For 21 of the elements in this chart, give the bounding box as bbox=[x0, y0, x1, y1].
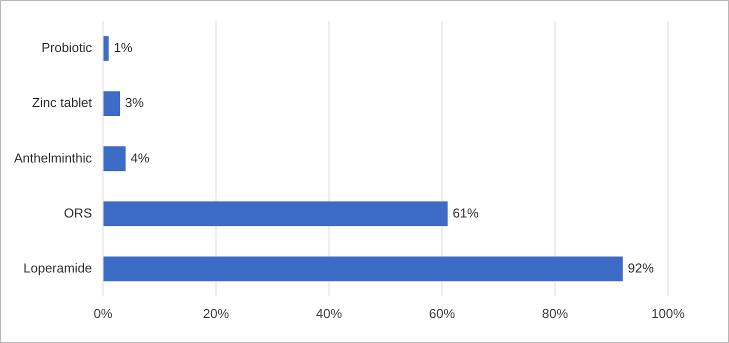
data-label: 61% bbox=[452, 205, 480, 220]
y-tick-label: ORS bbox=[64, 205, 92, 220]
x-tick-label: 20% bbox=[203, 306, 230, 321]
data-label: 3% bbox=[124, 95, 144, 110]
bar bbox=[104, 36, 109, 61]
y-tick-label: Loperamide bbox=[23, 260, 92, 276]
x-tick-label: 60% bbox=[429, 306, 456, 321]
bar bbox=[104, 146, 126, 172]
x-tick-label: 0% bbox=[94, 306, 113, 321]
bar bbox=[104, 256, 623, 282]
x-tick-label: 80% bbox=[542, 306, 568, 321]
y-tick-label: Probiotic bbox=[41, 40, 93, 56]
x-tick-label: 40% bbox=[316, 306, 342, 321]
data-label: 92% bbox=[628, 260, 654, 276]
bar bbox=[104, 201, 448, 226]
y-tick-label: Zinc tablet bbox=[32, 95, 92, 110]
bar bbox=[104, 91, 120, 116]
data-label: 4% bbox=[130, 150, 150, 166]
data-label: 1% bbox=[114, 40, 133, 56]
y-tick-label: Anthelminthic bbox=[14, 150, 93, 166]
x-tick-label: 100% bbox=[651, 306, 686, 321]
